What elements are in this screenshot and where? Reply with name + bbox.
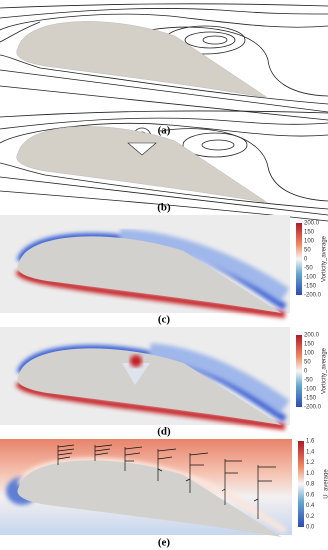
colorbar-tick-label: 0.0 [306, 525, 315, 531]
panel-c: 200.0 150 100 50 0 -50 -100 -150 -200.0 Vorticity… [0, 215, 328, 318]
colorbar-title: U_average [324, 469, 328, 499]
colorbar-tick-label: 0.6 [306, 492, 315, 498]
panel-e: 1.6 1.4 1.2 1.0 0.8 0.6 0.4 0.2 0.0 U_average [0, 439, 328, 537]
colorbar-tick-label: 100 [304, 239, 315, 245]
colorbar-tick-label: 200.0 [304, 333, 320, 339]
colorbar [296, 223, 302, 295]
colorbar-tick-label: 1.0 [306, 471, 315, 477]
colorbar-tick-label: 0 [304, 257, 308, 263]
colorbar-tick-label: -50 [304, 378, 313, 384]
colorbar-tick-label: 0.4 [306, 503, 315, 509]
colorbar-tick-label: -50 [304, 266, 313, 272]
panel-label: (e) [158, 537, 171, 549]
colorbar-tick-label: 150 [304, 342, 315, 348]
colorbar-tick-label: 1.6 [306, 439, 315, 445]
panel-d: 200.0 150 100 50 0 -50 -100 -150 -200.0 Vorticity… [0, 327, 328, 430]
colorbar-title: Vorticity_average [322, 347, 328, 394]
colorbar-tick-label: 0.8 [306, 482, 315, 488]
colorbar-tick-label: -200.0 [304, 405, 322, 411]
colorbar-tick-label: -150 [304, 284, 317, 290]
colorbar-tick-label: 1.4 [306, 449, 315, 455]
colorbar-title: Vorticity_average [322, 235, 328, 282]
colorbar [298, 441, 304, 527]
colorbar-tick-label: 50 [304, 248, 311, 254]
colorbar-tick-label: 1.2 [306, 460, 315, 466]
colorbar-tick-label: 0 [304, 369, 308, 375]
colorbar-tick-label: -100 [304, 275, 317, 281]
colorbar-tick-label: 150 [304, 230, 315, 236]
colorbar-tick-label: -150 [304, 396, 317, 402]
colorbar-tick-label: 200.0 [304, 221, 320, 227]
airfoil [16, 125, 269, 204]
panel-label: (d) [157, 426, 171, 438]
colorbar-tick-label: -100 [304, 387, 317, 393]
panel-label: (b) [157, 202, 171, 214]
colorbar-tick-label: -200.0 [304, 293, 322, 299]
panel-b [0, 110, 328, 222]
airfoil [16, 20, 269, 99]
colorbar-tick-label: 100 [304, 351, 315, 357]
colorbar-tick-label: 0.2 [306, 514, 315, 520]
panel-a [0, 3, 328, 121]
panel-label: (c) [158, 314, 171, 326]
colorbar-tick-label: 50 [304, 360, 311, 366]
colorbar [296, 335, 302, 407]
